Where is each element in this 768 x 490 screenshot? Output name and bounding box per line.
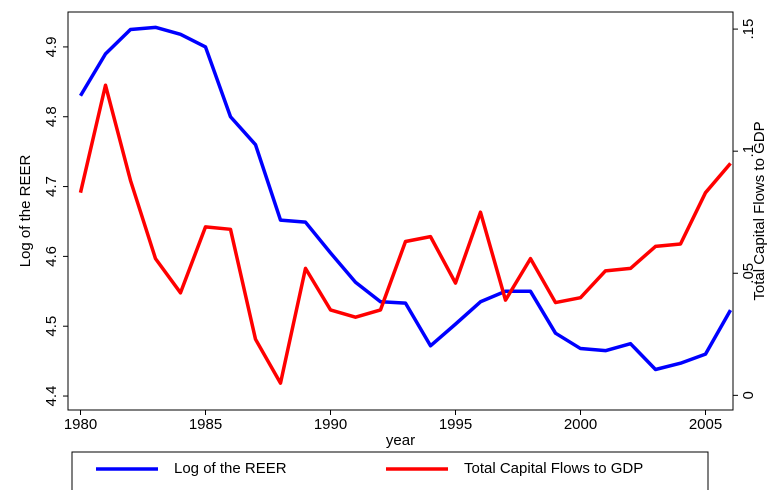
legend-box (71, 451, 709, 490)
y2-tick-label: .05 (740, 263, 757, 284)
y-tick-label: 4.7 (43, 176, 60, 197)
x-tick-label: 1980 (64, 416, 97, 433)
y-tick-label: 4.8 (43, 106, 60, 127)
y-axis-title: Log of the REER (17, 155, 34, 268)
legend-label: Total Capital Flows to GDP (464, 460, 643, 477)
y-tick-label: 4.6 (43, 246, 60, 267)
x-tick-label: 2000 (564, 416, 597, 433)
y2-tick-label: 0 (740, 391, 757, 399)
legend-label: Log of the REER (174, 460, 287, 477)
plot-frame (67, 11, 734, 411)
x-axis-title: year (386, 432, 415, 449)
y-tick-label: 4.5 (43, 316, 60, 337)
x-tick-label: 2005 (689, 416, 722, 433)
line-series (78, 83, 732, 385)
x-tick-label: 1995 (439, 416, 472, 433)
y2-tick-label: .15 (740, 19, 757, 40)
x-tick-label: 1985 (189, 416, 222, 433)
y2-tick-label: .1 (740, 145, 757, 158)
y2-axis-title: Total Capital Flows to GDP (751, 121, 768, 300)
x-tick-label: 1990 (314, 416, 347, 433)
line-series (78, 25, 733, 372)
y-tick-label: 4.4 (43, 386, 60, 407)
y-tick-label: 4.9 (43, 36, 60, 57)
